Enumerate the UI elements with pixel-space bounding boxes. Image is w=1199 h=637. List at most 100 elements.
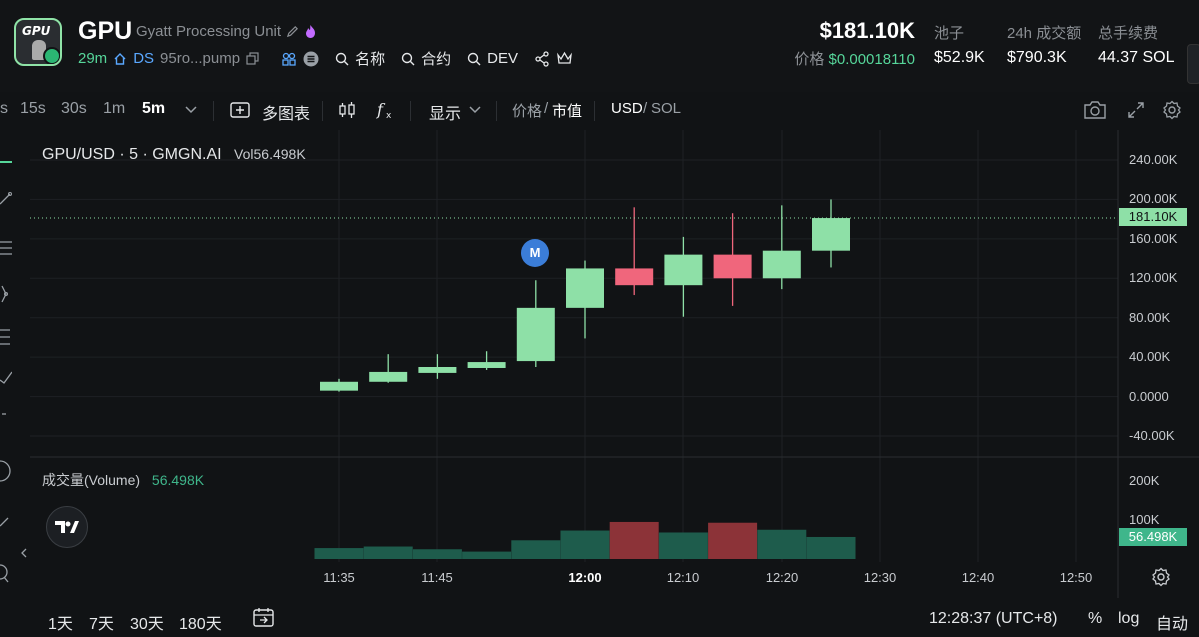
stat-pool: 池子 $52.9K	[934, 22, 985, 67]
range-7d[interactable]: 7天	[89, 616, 114, 633]
stat-total-fees: 总手续费 44.37 SOL	[1098, 22, 1175, 67]
candle-body[interactable]	[615, 268, 654, 286]
search-dev-link[interactable]: DEV	[487, 50, 518, 67]
cursor-tool-icon[interactable]	[0, 158, 12, 166]
currency-usd[interactable]: USD	[611, 100, 643, 117]
toolbar-divider	[213, 101, 214, 121]
chart-title: GPU/USD · 5 · GMGN.AI	[42, 146, 222, 163]
camera-icon[interactable]	[1083, 100, 1107, 120]
collapse-toolbar-icon[interactable]	[20, 548, 28, 558]
fire-icon	[306, 25, 316, 38]
search-contract-link[interactable]: 合约	[421, 51, 452, 68]
search-icon	[401, 52, 415, 65]
range-1d[interactable]: 1天	[48, 616, 73, 633]
chart-legend: GPU/USD · 5 · GMGN.AI Vol56.498K	[42, 146, 306, 164]
volume-bar	[314, 548, 364, 559]
chart-settings-icon[interactable]	[1151, 567, 1171, 587]
text-tool-icon[interactable]	[0, 410, 12, 424]
magnet-tool-icon[interactable]	[0, 514, 12, 530]
search-icon	[467, 52, 481, 65]
toggle-separator: /	[544, 100, 549, 117]
toggle-price[interactable]: 价格	[512, 103, 543, 120]
candle-body[interactable]	[762, 250, 801, 279]
candle-body[interactable]	[812, 218, 850, 251]
multi-chart-button[interactable]: 多图表	[262, 106, 311, 123]
interval-15s[interactable]: 15s	[20, 100, 46, 117]
auto-toggle[interactable]: 自动	[1156, 616, 1189, 633]
chevron-down-icon[interactable]	[184, 104, 198, 116]
toolbar-divider	[496, 101, 497, 121]
chevron-down-icon[interactable]	[468, 104, 482, 116]
migration-marker[interactable]: M	[521, 239, 549, 267]
interval-5m[interactable]: 5m	[142, 100, 166, 117]
interval-30s[interactable]: 30s	[61, 100, 87, 117]
calendar-goto-icon[interactable]	[252, 606, 276, 628]
interval-s[interactable]: s	[0, 100, 8, 117]
stat-value: $52.9K	[934, 49, 985, 66]
token-age: 29m	[78, 50, 108, 67]
x-tick-label: 12:20	[765, 570, 799, 585]
measure-tool-icon[interactable]	[0, 326, 12, 348]
trash-tool-icon[interactable]	[0, 562, 12, 584]
y-tick-label: 120.00K	[1129, 270, 1178, 286]
fullscreen-icon[interactable]	[1127, 101, 1145, 119]
stat-label: 24h 成交额	[1007, 25, 1082, 42]
candles-icon[interactable]	[338, 101, 356, 119]
candle-body[interactable]	[713, 254, 752, 279]
token-symbol: GPU	[78, 17, 133, 45]
candlestick-chart[interactable]	[0, 130, 1199, 600]
ds-link[interactable]: DS	[133, 50, 155, 67]
svg-text:f: f	[376, 100, 386, 119]
token-logo-figure	[32, 40, 46, 60]
y-tick-label: 160.00K	[1129, 230, 1178, 246]
add-chart-icon[interactable]	[230, 102, 250, 118]
fib-tool-icon[interactable]	[0, 240, 12, 260]
clock-readout[interactable]: 12:28:37 (UTC+8)	[929, 610, 1058, 627]
search-name-link[interactable]: 名称	[355, 51, 386, 68]
x-tick-label: 12:00	[568, 570, 602, 585]
candle-body[interactable]	[664, 254, 703, 286]
trend-line-tool-icon[interactable]	[0, 192, 12, 206]
vol-label: Vol	[234, 146, 254, 162]
log-toggle[interactable]: log	[1118, 610, 1140, 627]
holders-icon[interactable]	[281, 51, 297, 67]
percent-toggle[interactable]: %	[1088, 610, 1103, 627]
tradingview-logo[interactable]	[46, 506, 88, 548]
candle-body[interactable]	[369, 371, 408, 382]
gear-icon[interactable]	[1162, 100, 1182, 120]
side-panel-handle[interactable]	[1187, 44, 1199, 84]
share-icon[interactable]	[534, 50, 550, 67]
pattern-tool-icon[interactable]	[0, 284, 12, 304]
volume-bar	[708, 522, 758, 559]
toggle-market-cap[interactable]: 市值	[552, 103, 583, 120]
crown-icon[interactable]	[556, 51, 573, 66]
zoom-tool-icon[interactable]	[0, 458, 12, 484]
candle-body[interactable]	[320, 381, 358, 391]
token-logo-text: GPU	[22, 24, 51, 38]
copy-icon[interactable]	[246, 52, 259, 65]
price-value: $0.00018110	[828, 51, 915, 68]
price-row: 价格 $0.00018110	[794, 48, 915, 69]
volume-pane-label: 成交量(Volume)	[42, 472, 141, 488]
display-menu[interactable]: 显示	[429, 106, 462, 123]
edit-icon[interactable]	[286, 25, 299, 38]
token-name: Gyatt Processing Unit	[136, 23, 317, 40]
token-logo[interactable]: GPU	[14, 18, 62, 66]
edit-badge-icon	[43, 47, 60, 64]
interval-1m[interactable]: 1m	[103, 100, 126, 117]
list-icon[interactable]	[303, 51, 319, 67]
candle-body[interactable]	[516, 307, 555, 362]
y-tick-label: 240.00K	[1129, 152, 1178, 167]
currency-sol[interactable]: SOL	[651, 100, 682, 117]
candle-body[interactable]	[566, 268, 604, 308]
range-30d[interactable]: 30天	[130, 616, 164, 633]
brush-tool-icon[interactable]	[0, 370, 12, 384]
x-tick-label: 11:45	[421, 570, 453, 585]
toolbar-divider	[410, 101, 411, 121]
candle-body[interactable]	[467, 362, 506, 368]
volume-bar	[806, 536, 856, 559]
range-180d[interactable]: 180天	[179, 616, 222, 633]
x-tick-label: 12:50	[1059, 570, 1093, 585]
candle-body[interactable]	[418, 367, 457, 373]
